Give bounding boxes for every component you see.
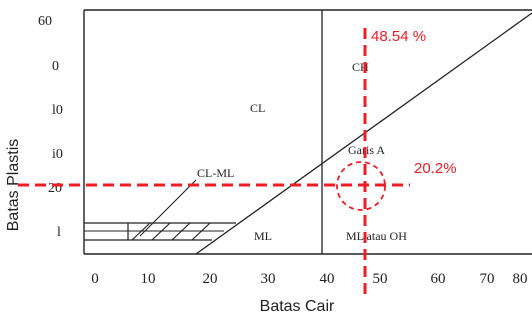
y-tick-label: 0: [52, 59, 59, 74]
y-tick-label: 60: [38, 14, 52, 29]
intersection-circle: [336, 161, 386, 211]
y-tick-label: l: [57, 225, 61, 240]
liquid-limit-annotation: 48.54 %: [371, 28, 426, 45]
region-label-cl: CL: [250, 101, 265, 115]
x-tick-label: 10: [141, 271, 156, 287]
cl-ml-leader: [139, 179, 197, 237]
x-tick-label: 60: [431, 271, 446, 287]
plastic-limit-annotation: 20.2%: [414, 160, 457, 177]
y-axis-title: Batas Plastis: [5, 139, 22, 231]
x-tick-label: 20: [203, 271, 218, 287]
x-tick-label: 0: [91, 271, 99, 287]
x-tick-label: 70: [480, 271, 495, 287]
y-tick-label: i0: [52, 147, 63, 162]
x-tick-label: 80: [513, 271, 528, 287]
x-axis-title: Batas Cair: [260, 298, 335, 315]
region-label-garis-a: Garis A: [348, 143, 385, 157]
region-label-ml: ML: [254, 229, 272, 243]
cl-ml-hatching: [131, 222, 211, 241]
x-tick-label: 40: [320, 271, 335, 287]
x-tick-label: 30: [261, 271, 276, 287]
y-tick-label: 20: [48, 181, 62, 196]
y-tick-label: l0: [52, 103, 63, 118]
region-label-ml-atau-oh: ML atau OH: [346, 229, 407, 243]
x-tick-label: 50: [373, 271, 388, 287]
y-tick-labels: 60 0 l0 i0 20 l: [38, 14, 63, 240]
x-tick-labels: 0 10 20 30 40 50 60 70 80: [91, 271, 527, 287]
region-label-cl-ml: CL-ML: [197, 166, 234, 180]
